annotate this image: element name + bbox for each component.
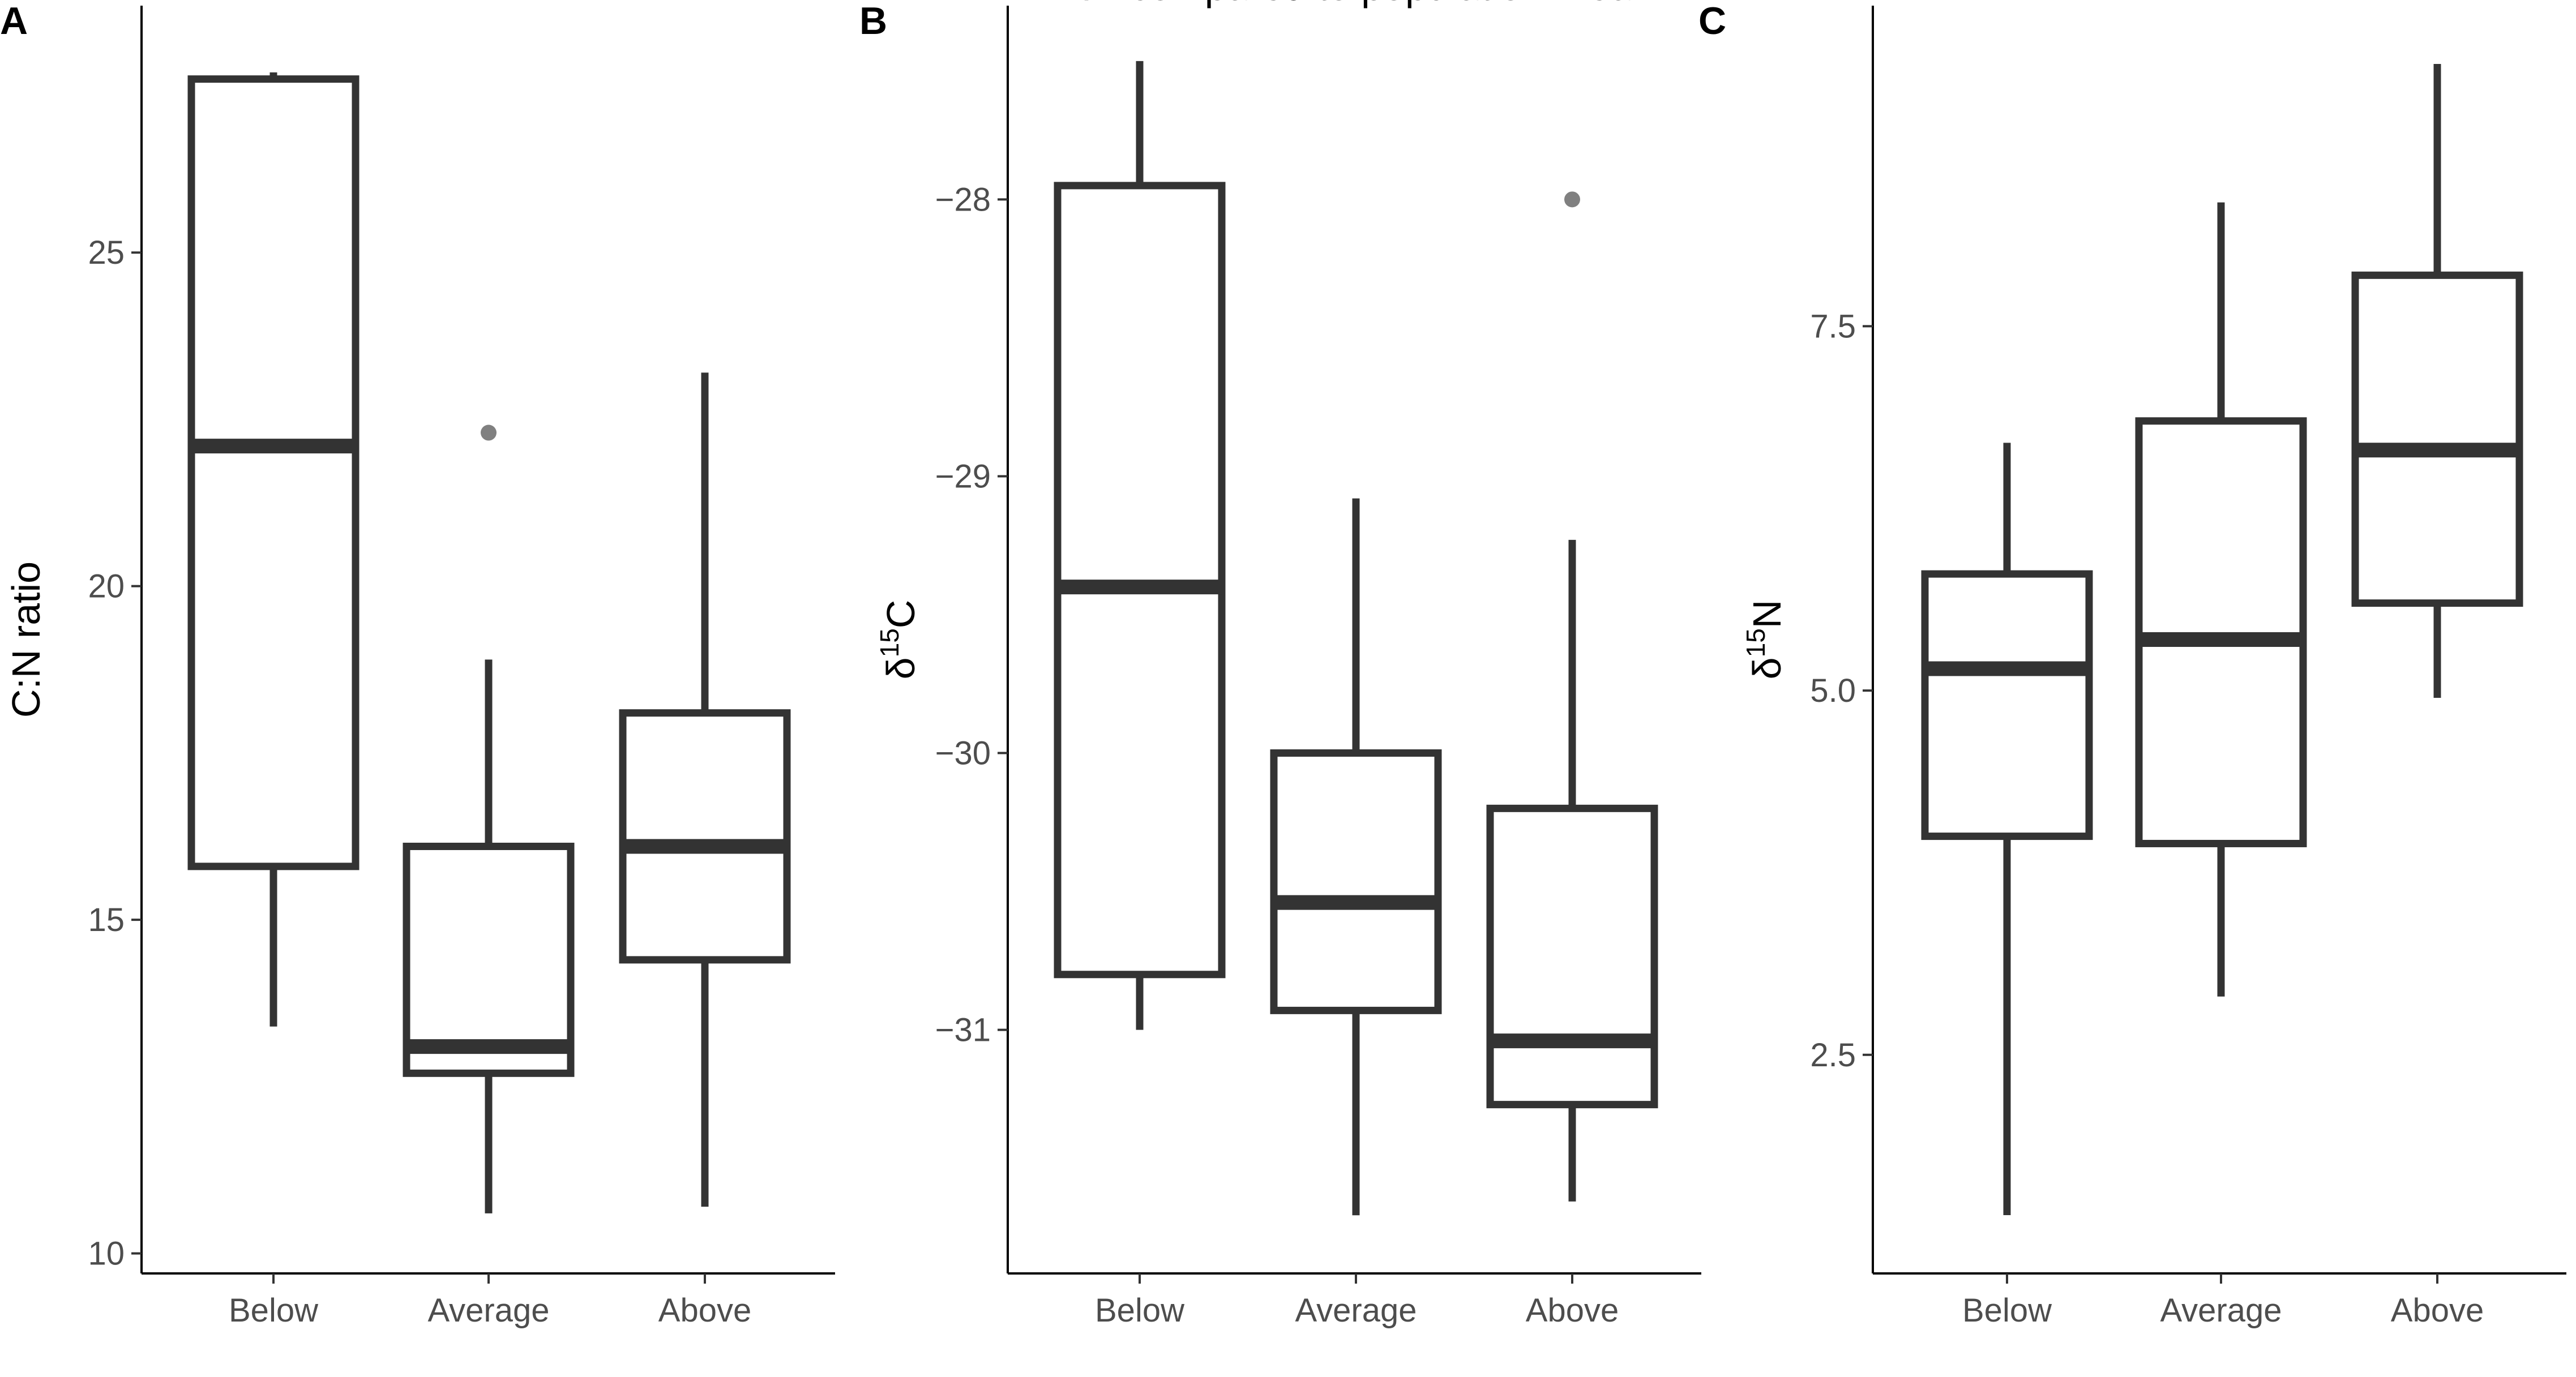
x-tick-label: Average — [1295, 1292, 1417, 1329]
y-tick-label: −28 — [935, 181, 991, 218]
x-tick-label: Below — [1962, 1292, 2052, 1329]
iqr-box — [619, 709, 791, 964]
y-axis-title: δ15C — [875, 600, 923, 680]
panel-letter: B — [859, 0, 887, 42]
x-tick-label: Average — [428, 1292, 550, 1329]
panel-letter: A — [0, 0, 28, 42]
box-below — [1054, 61, 1226, 1030]
y-axis-title-superscript: 15 — [1741, 628, 1770, 657]
y-axis-title: C:N ratio — [4, 561, 48, 718]
y-axis-title-delta: δ — [1745, 657, 1789, 679]
outlier-point — [1564, 191, 1580, 208]
y-axis-title-element: N — [1745, 600, 1789, 629]
box-average — [2135, 202, 2307, 997]
x-tick-label: Below — [1095, 1292, 1185, 1329]
box-below — [1921, 443, 2093, 1216]
iqr-box — [1486, 804, 1658, 1109]
x-tick-label: Above — [2391, 1292, 2484, 1329]
y-axis-title-delta: δ — [879, 657, 923, 679]
box-below — [187, 72, 360, 1027]
y-axis-title-element: C — [879, 600, 923, 629]
x-axis-title: API compared to population mean — [1055, 0, 1654, 8]
x-tick-label: Average — [2160, 1292, 2282, 1329]
x-tick-label: Below — [229, 1292, 319, 1329]
iqr-box — [1270, 749, 1442, 1014]
y-tick-label: 7.5 — [1810, 308, 1856, 345]
y-axis-title-superscript: 15 — [875, 628, 904, 657]
x-tick-label: Above — [658, 1292, 751, 1329]
y-tick-label: 10 — [88, 1236, 125, 1272]
panel-letter: C — [1698, 0, 1726, 42]
y-tick-label: 5.0 — [1810, 672, 1856, 709]
y-tick-label: 2.5 — [1810, 1037, 1856, 1074]
y-tick-label: 25 — [88, 234, 125, 271]
panel-c: C 2.5 5.0 7.5 Below Average Above δ15N — [1698, 0, 2566, 1329]
iqr-box — [1921, 570, 2093, 840]
box-average — [1270, 498, 1442, 1216]
box-above — [1486, 191, 1658, 1202]
outlier-point — [481, 424, 497, 441]
y-tick-label: −29 — [935, 458, 991, 495]
iqr-box — [403, 842, 575, 1077]
box-above — [2351, 63, 2523, 698]
box-above — [619, 372, 791, 1207]
y-tick-label: −30 — [935, 735, 991, 772]
iqr-box — [2351, 271, 2523, 607]
y-axis-title: δ15N — [1741, 600, 1789, 680]
box-average — [403, 424, 575, 1213]
y-tick-label: −31 — [935, 1012, 991, 1049]
y-tick-label: 15 — [88, 902, 125, 938]
panel-b: B −31 −30 −29 −28 Below Average Above δ15C API co… — [859, 0, 1701, 1329]
x-tick-label: Above — [1526, 1292, 1619, 1329]
panel-a: A 10 15 20 25 Below Average Above C:N ratio — [0, 0, 835, 1329]
iqr-box — [187, 75, 360, 870]
y-tick-label: 20 — [88, 568, 125, 605]
